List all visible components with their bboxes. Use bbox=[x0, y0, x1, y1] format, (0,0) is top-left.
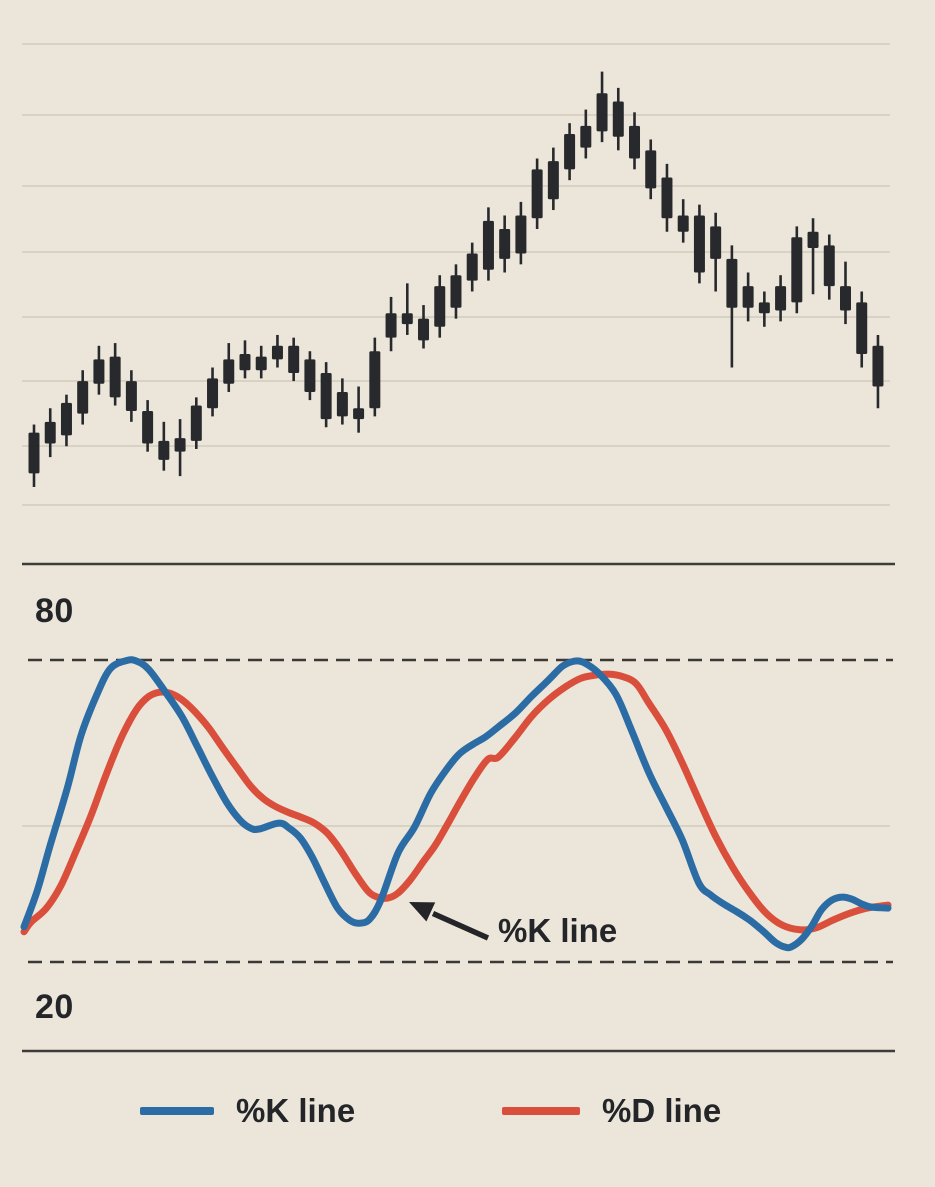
overbought-level-label: 80 bbox=[35, 592, 74, 630]
legend-item-d-line: %D line bbox=[502, 1090, 721, 1132]
legend-item-k-line: %K line bbox=[140, 1090, 355, 1132]
d-line-swatch bbox=[502, 1107, 580, 1115]
oversold-level-label: 20 bbox=[35, 988, 74, 1026]
d-line-legend-label: %D line bbox=[602, 1092, 722, 1129]
k-line-swatch bbox=[140, 1107, 214, 1115]
k-line-legend-label: %K line bbox=[236, 1092, 356, 1129]
k-line-annotation-text: %K line bbox=[498, 912, 618, 949]
